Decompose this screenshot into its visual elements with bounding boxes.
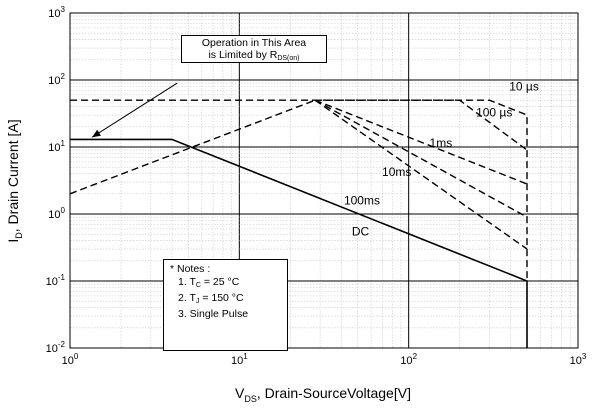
y-tick-exp: 1 bbox=[61, 139, 66, 148]
series-label: 100 µs bbox=[476, 105, 512, 119]
y-tick-exp: 3 bbox=[61, 5, 66, 14]
note-2-sub: J bbox=[195, 298, 200, 305]
note-2: 2. TJ = 150 °C bbox=[170, 292, 281, 308]
note-1-rest: = 25 °C bbox=[200, 276, 240, 288]
y-axis-label-main: I bbox=[5, 239, 21, 243]
x-tick-exp: 1 bbox=[243, 352, 248, 361]
annotation-arrow bbox=[91, 82, 178, 138]
plot-frame bbox=[69, 12, 579, 349]
series-10-µs-line bbox=[70, 99, 528, 281]
y-axis-label-rest: , Drain Current [A] bbox=[5, 119, 21, 232]
series-label: DC bbox=[352, 224, 370, 238]
x-tick-label: 101 bbox=[231, 352, 248, 367]
y-tick-base: 10 bbox=[46, 343, 58, 355]
series-100ms-line bbox=[314, 99, 528, 250]
series-dc-line bbox=[70, 138, 528, 348]
x-tick-base: 10 bbox=[62, 355, 74, 367]
series-label: 1ms bbox=[430, 136, 453, 150]
callout-line1: Operation in This Area bbox=[201, 37, 307, 49]
y-tick-label: 101 bbox=[48, 139, 65, 154]
y-tick-base: 10 bbox=[46, 276, 58, 288]
y-tick-base: 10 bbox=[48, 142, 60, 154]
x-axis-label-main: V bbox=[235, 385, 245, 401]
x-axis-label-sub: DS bbox=[244, 394, 257, 404]
y-tick-label: 103 bbox=[48, 5, 65, 20]
note-1: 1. TC = 25 °C bbox=[170, 276, 281, 292]
note-2-main: 2. T bbox=[178, 292, 196, 304]
series-label: 10ms bbox=[382, 165, 411, 179]
x-tick-exp: 0 bbox=[74, 352, 79, 361]
x-tick-exp: 2 bbox=[413, 352, 418, 361]
series-label: 10 µs bbox=[509, 79, 539, 93]
x-tick-base: 10 bbox=[400, 355, 412, 367]
callout-line2-sub: DS(on) bbox=[277, 55, 300, 62]
x-tick-base: 10 bbox=[231, 355, 243, 367]
notes-title: * Notes : bbox=[170, 263, 211, 275]
callout-line2-main: is Limited by R bbox=[208, 49, 278, 61]
x-tick-exp: 3 bbox=[582, 352, 587, 361]
y-tick-base: 10 bbox=[48, 8, 60, 20]
note-1-sub: C bbox=[195, 282, 201, 289]
chart-series bbox=[69, 99, 528, 348]
callout-arrow-head bbox=[92, 129, 101, 138]
rdson-callout: Operation in This Area is Limited by RDS… bbox=[181, 35, 327, 63]
y-tick-exp: 0 bbox=[61, 206, 66, 215]
series-1ms-line bbox=[314, 99, 528, 185]
y-tick-exp: 2 bbox=[61, 72, 66, 81]
y-axis-label: ID, Drain Current [A] bbox=[5, 119, 24, 242]
notes-box: * Notes : 1. TC = 25 °C 2. TJ = 150 °C 3… bbox=[163, 259, 288, 351]
y-tick-exp: -1 bbox=[58, 273, 66, 282]
x-tick-label: 100 bbox=[62, 352, 79, 367]
x-axis-label: VDS, Drain-SourceVoltage[V] bbox=[235, 385, 411, 404]
x-tick-label: 103 bbox=[570, 352, 587, 367]
x-axis-label-rest: , Drain-SourceVoltage[V] bbox=[257, 385, 411, 401]
y-tick-label: 10-1 bbox=[46, 273, 66, 288]
x-tick-label: 102 bbox=[400, 352, 417, 367]
callout-arrow-line bbox=[91, 82, 178, 138]
note-2-rest: = 150 °C bbox=[199, 292, 244, 304]
note-3: 3. Single Pulse bbox=[178, 308, 249, 320]
y-tick-label: 102 bbox=[48, 72, 65, 87]
note-1-main: 1. T bbox=[178, 276, 196, 288]
x-tick-base: 10 bbox=[570, 355, 582, 367]
series-100-µs-line bbox=[315, 99, 528, 151]
y-tick-exp: -2 bbox=[58, 340, 66, 349]
y-tick-base: 10 bbox=[48, 209, 60, 221]
series-10ms-line bbox=[314, 99, 528, 218]
callout-line2: is Limited by RDS(on) bbox=[182, 49, 326, 65]
y-axis-label-sub: D bbox=[14, 232, 24, 239]
y-tick-base: 10 bbox=[48, 75, 60, 87]
y-tick-label: 10-2 bbox=[46, 340, 66, 355]
series-label: 100ms bbox=[344, 193, 380, 207]
y-tick-label: 100 bbox=[48, 206, 65, 221]
